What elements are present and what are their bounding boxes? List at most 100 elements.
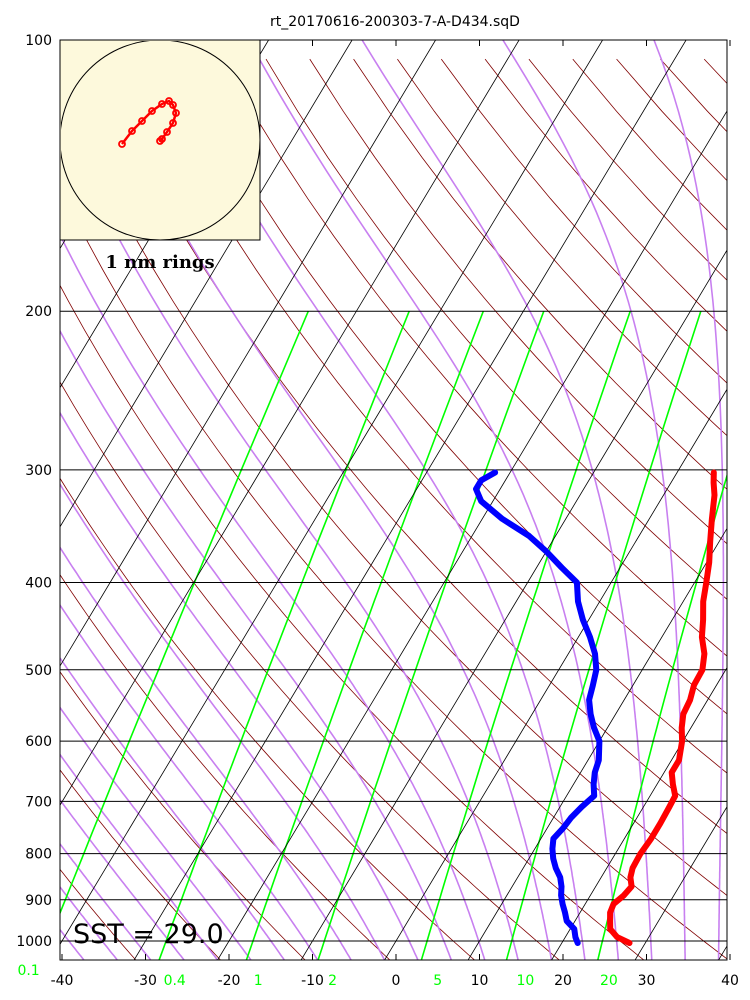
pressure-label: 500 <box>25 663 52 679</box>
series-point <box>703 579 709 586</box>
moist-adiabat-line <box>361 40 653 960</box>
isotherm-line <box>60 40 520 806</box>
pressure-label: 700 <box>25 794 52 810</box>
series-point <box>607 910 613 916</box>
pressure-label: 800 <box>25 847 52 863</box>
moist-adiabat-line <box>158 40 586 960</box>
dry-adiabat-line <box>90 58 727 835</box>
mixing-ratio-label: 20 <box>600 973 618 989</box>
mixing-ratio-line <box>60 310 310 916</box>
series-point <box>579 804 585 810</box>
moist-adiabats <box>60 40 725 960</box>
series-point <box>630 865 636 871</box>
moist-adiabat-line <box>60 706 252 960</box>
mixing-ratio-line <box>505 310 702 960</box>
series-point <box>586 697 592 703</box>
isotherms <box>60 40 727 960</box>
series-point <box>562 910 568 916</box>
moist-adiabat-line <box>60 546 352 960</box>
isotherm-line <box>133 40 687 960</box>
hodograph-inset: 1 nm rings <box>59 39 261 273</box>
temperature-axis-labels: -40 -30 -20 -10 0 10 20 30 40 <box>51 973 739 989</box>
series-point <box>549 846 556 852</box>
series-point <box>687 697 693 703</box>
series-point <box>672 793 678 799</box>
series-point <box>580 617 586 623</box>
pressure-label: 1000 <box>16 934 52 950</box>
mixing-ratio-lines <box>60 310 727 960</box>
series-point <box>709 516 715 522</box>
series-point <box>596 738 603 744</box>
moist-adiabat-line <box>653 40 725 960</box>
series-point <box>706 559 712 566</box>
moist-adiabat-line <box>60 603 319 960</box>
dry-adiabat-line <box>60 187 727 960</box>
mixing-ratio-line <box>245 310 485 960</box>
series-point <box>711 492 718 498</box>
series-point <box>711 469 717 476</box>
series-point <box>699 667 706 673</box>
series-point <box>560 825 566 832</box>
series-point <box>572 934 579 940</box>
dry-adiabat-line <box>265 58 727 600</box>
moist-adiabat-line <box>60 798 185 960</box>
series-point <box>593 667 599 673</box>
chart-title: rt_20170616-200303-7-A-D434.sqD <box>270 14 520 30</box>
series-point <box>492 469 498 476</box>
series-point <box>559 564 565 571</box>
series-point <box>699 634 705 640</box>
temperature-label: -40 <box>51 973 74 989</box>
hodograph-point <box>148 107 156 115</box>
isotherm-line <box>551 666 727 960</box>
series-point <box>701 651 708 657</box>
hodograph-point <box>138 117 146 125</box>
dry-adiabat-line <box>60 769 221 960</box>
series-point <box>700 617 706 623</box>
dry-adiabat-line <box>60 671 306 960</box>
isotherm-line <box>60 40 436 667</box>
series-point <box>590 682 596 688</box>
dry-adiabat-line <box>397 58 727 437</box>
series-point <box>680 711 686 717</box>
series-point <box>648 836 654 842</box>
series-point <box>670 781 676 787</box>
series-point <box>666 804 672 810</box>
hodograph-point <box>163 128 171 136</box>
series-point <box>679 725 685 731</box>
isotherm-line <box>217 110 727 960</box>
mixing-ratio-label: 1 <box>254 973 263 989</box>
series-point <box>568 815 574 821</box>
series-point <box>607 926 613 932</box>
moist-adiabat-line <box>85 40 553 960</box>
hodograph-label: 1 nm rings <box>105 252 214 273</box>
mixing-ratio-label: 0.1 <box>17 963 39 979</box>
series-point <box>478 498 484 504</box>
series-point <box>707 538 713 544</box>
series-point <box>588 711 594 717</box>
mixing-ratio-line <box>317 310 545 960</box>
dry-adiabat-line <box>60 868 137 960</box>
series-point <box>587 634 593 640</box>
moist-adiabat-line <box>60 656 285 960</box>
series-point <box>550 836 557 842</box>
series-point <box>591 725 597 731</box>
moist-adiabat-line <box>60 233 486 960</box>
series-point <box>627 874 634 881</box>
series-point <box>526 533 532 539</box>
series-point <box>626 940 633 946</box>
mixing-ratio-labels: 0.1 0.4 1 2 5 10 20 <box>17 963 617 989</box>
series-point <box>558 892 564 899</box>
moist-adiabat-line <box>60 482 386 960</box>
mixing-ratio-label: 5 <box>433 973 442 989</box>
pressure-label: 900 <box>25 893 52 909</box>
series-point <box>575 598 581 605</box>
series-point <box>571 926 577 932</box>
series-point <box>596 757 602 763</box>
series-point <box>691 682 697 688</box>
series-point <box>592 651 598 657</box>
hodograph-point <box>172 109 180 117</box>
isotherm-line <box>60 40 603 946</box>
dry-adiabat-line <box>134 58 727 774</box>
series-point <box>607 918 613 924</box>
